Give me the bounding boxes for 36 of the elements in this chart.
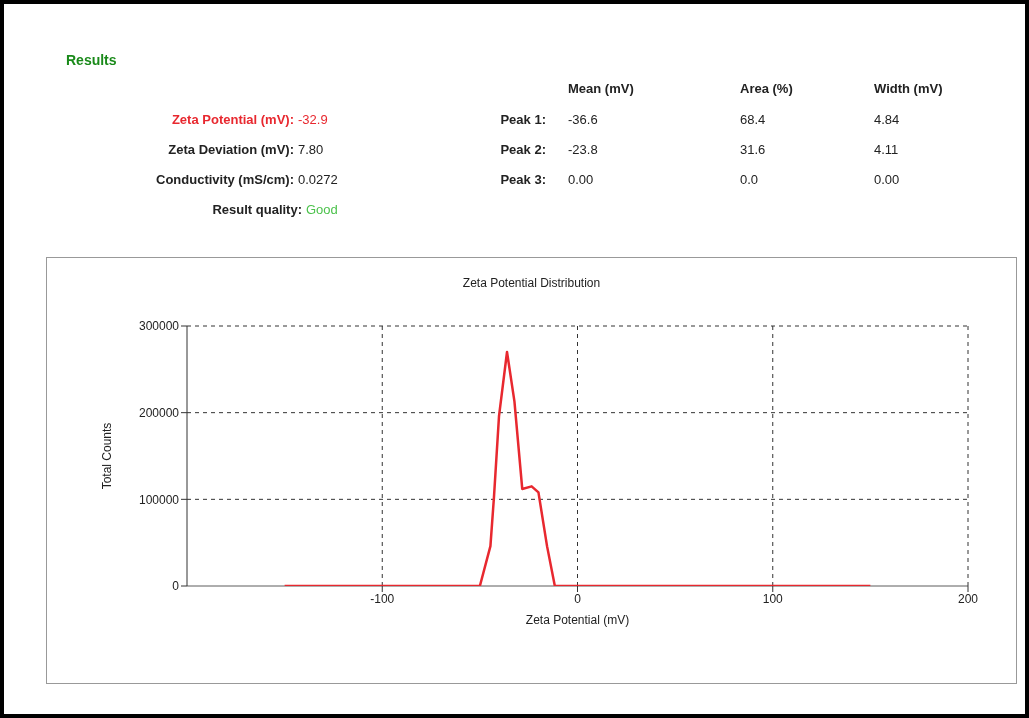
x-tick-label: 200 bbox=[957, 591, 979, 606]
text: 7.80 bbox=[298, 142, 324, 157]
y-axis-title: Total Counts bbox=[100, 422, 115, 490]
text: 4.84 bbox=[874, 112, 900, 127]
text: Results bbox=[66, 52, 117, 68]
text: 0.0 bbox=[740, 172, 759, 187]
text: Mean (mV) bbox=[568, 81, 634, 96]
text: Peak 1: bbox=[500, 112, 546, 127]
text: Conductivity (mS/cm): bbox=[156, 172, 294, 187]
text: 0.0272 bbox=[298, 172, 338, 187]
text: 68.4 bbox=[740, 112, 766, 127]
text: 0.00 bbox=[568, 172, 594, 187]
text: Result quality: bbox=[212, 202, 302, 217]
line-series bbox=[283, 350, 872, 586]
text: Zeta Potential (mV): bbox=[171, 112, 294, 127]
text: -36.6 bbox=[568, 112, 598, 127]
y-tick-label: 0 bbox=[172, 579, 180, 594]
text: Good bbox=[306, 202, 338, 217]
text: Peak 3: bbox=[500, 172, 546, 187]
text: 4.11 bbox=[874, 142, 899, 157]
chart-title: Zeta Potential Distribution bbox=[461, 276, 602, 290]
text: -32.9 bbox=[298, 112, 328, 127]
y-tick-label: 100000 bbox=[138, 492, 180, 507]
x-tick-label: 0 bbox=[574, 591, 582, 606]
y-tick-label: 200000 bbox=[138, 405, 180, 420]
text: Peak 2: bbox=[500, 142, 546, 157]
text: Zeta Deviation (mV): bbox=[168, 142, 294, 157]
text: 0.00 bbox=[874, 172, 900, 187]
x-tick-label: -100 bbox=[370, 591, 395, 606]
y-tick-label: 300000 bbox=[138, 319, 180, 334]
text: 31.6 bbox=[740, 142, 766, 157]
text: Area (%) bbox=[740, 81, 793, 96]
x-tick-label: 100 bbox=[762, 591, 784, 606]
text: -23.8 bbox=[568, 142, 598, 157]
x-axis-title: Zeta Potential (mV) bbox=[525, 613, 630, 627]
text: Width (mV) bbox=[874, 81, 943, 96]
